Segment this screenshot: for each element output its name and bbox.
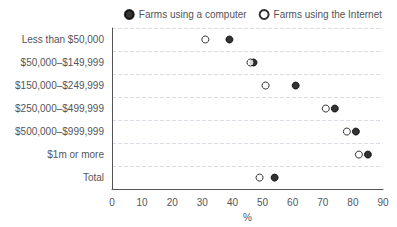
svg-text:$50,000–$149,999: $50,000–$149,999: [21, 57, 105, 68]
svg-text:90: 90: [377, 197, 389, 208]
svg-text:60: 60: [287, 197, 299, 208]
svg-text:$250,000–$499,999: $250,000–$499,999: [15, 103, 104, 114]
svg-text:%: %: [243, 212, 252, 223]
svg-text:Farms using the Internet: Farms using the Internet: [274, 9, 383, 20]
svg-text:40: 40: [227, 197, 239, 208]
svg-text:$150,000–$249,999: $150,000–$249,999: [15, 80, 104, 91]
svg-text:Total: Total: [83, 172, 104, 183]
svg-text:20: 20: [167, 197, 179, 208]
svg-text:$1m or more: $1m or more: [47, 149, 104, 160]
svg-text:Less than $50,000: Less than $50,000: [22, 34, 105, 45]
svg-text:70: 70: [317, 197, 329, 208]
svg-text:50: 50: [257, 197, 269, 208]
svg-text:0: 0: [109, 197, 115, 208]
svg-text:10: 10: [137, 197, 149, 208]
svg-text:30: 30: [197, 197, 209, 208]
svg-text:Farms using a computer: Farms using a computer: [139, 9, 247, 20]
svg-text:80: 80: [347, 197, 359, 208]
svg-text:$500,000–$999,999: $500,000–$999,999: [15, 126, 104, 137]
